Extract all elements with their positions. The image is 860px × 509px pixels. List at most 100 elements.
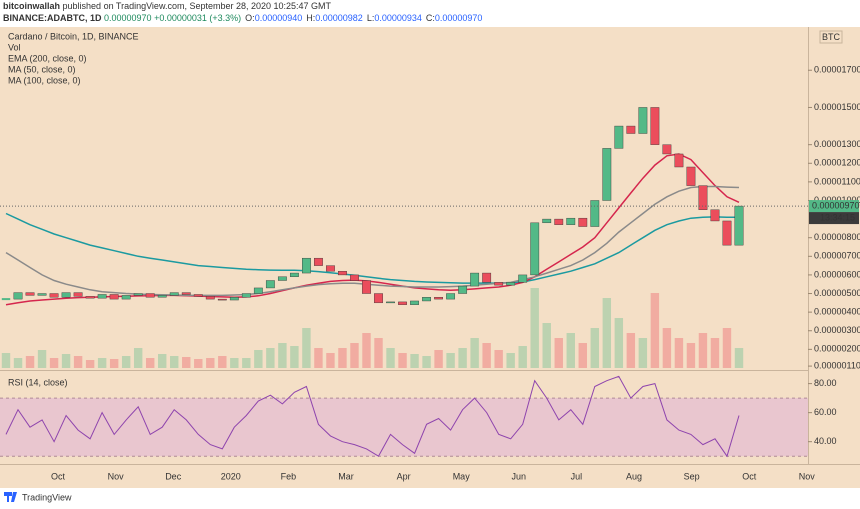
ma-line [5, 212, 739, 284]
volume-bar [674, 338, 684, 368]
y-tick-label: 0.00000300 [814, 325, 860, 335]
candle [662, 144, 672, 155]
volume-bar [73, 356, 83, 368]
y-tick-label: 0.00000500 [814, 288, 860, 298]
candle [338, 270, 347, 276]
volume-bar [302, 328, 311, 368]
x-tick-label: Oct [51, 471, 66, 481]
volume-bar [590, 328, 600, 368]
published: published on TradingView.com, September … [63, 1, 332, 11]
candle [85, 296, 95, 299]
x-tick-label: Oct [742, 471, 757, 481]
volume-bar [97, 358, 107, 368]
ohlc-label: O: [245, 13, 255, 23]
y-tick-label: 0.00000110 [814, 360, 860, 370]
candle [181, 292, 191, 295]
y-tick-label: 0.00000800 [814, 232, 860, 242]
volume-bar [554, 338, 563, 368]
volume-bar [266, 348, 275, 368]
y-tick-label: 40.00 [814, 436, 837, 446]
candle [97, 294, 107, 299]
volume-bar [734, 348, 744, 368]
volume-bar [698, 333, 708, 368]
volume-bar [470, 338, 479, 368]
candle [674, 153, 684, 168]
legend-entry: MA (100, close, 0) [8, 75, 81, 85]
price-axis-bg [809, 27, 860, 464]
volume-bar [13, 358, 23, 368]
candle [217, 298, 227, 301]
y-tick-label: 80.00 [814, 378, 837, 388]
volume-bar [338, 348, 347, 368]
x-tick-label: Jul [571, 471, 583, 481]
volume-bar [350, 343, 359, 368]
brand-name: TradingView [22, 492, 72, 502]
unit-box [819, 30, 843, 44]
candle [326, 265, 335, 272]
candle [302, 257, 311, 274]
candle [494, 282, 504, 286]
y-tick-label: 0.00001100 [814, 176, 860, 186]
price-tag [809, 200, 859, 213]
rsi-line [5, 375, 740, 458]
ohlc-value: 0.00000934 [374, 13, 422, 23]
volume-bar [158, 354, 167, 368]
ohlc-value: 0.00000970 [435, 13, 483, 23]
candle [590, 200, 600, 227]
symbol: BINANCE:ADABTC, 1D [3, 13, 102, 23]
x-tick-label: Aug [626, 471, 642, 481]
x-tick-label: Mar [338, 471, 354, 481]
ohlc-value: 0.00000982 [315, 13, 363, 23]
candle [614, 125, 624, 149]
candle [698, 185, 708, 210]
candle [410, 300, 419, 305]
volume-bar [650, 293, 660, 368]
y-tick-label: 0.00000400 [814, 307, 860, 317]
legend-entry: EMA (200, close, 0) [8, 53, 87, 63]
volume-bar [133, 348, 143, 368]
volume-bar [638, 338, 648, 368]
candle [362, 280, 371, 294]
ohlc-label: C: [426, 13, 435, 23]
candle [37, 293, 47, 296]
candle [734, 205, 744, 246]
candle [638, 107, 648, 134]
volume-bar [1, 353, 11, 368]
candle [13, 292, 23, 300]
chart-title: Cardano / Bitcoin, 1D, BINANCE [8, 31, 139, 41]
volume-bar [61, 354, 71, 368]
change: +0.00000031 (+3.3%) [154, 13, 241, 23]
countdown-label: 13:34:15 [820, 212, 855, 222]
volume-bar [686, 343, 696, 368]
rsi-band [0, 398, 808, 457]
volume-bar [530, 288, 539, 368]
candle [49, 293, 59, 298]
volume-bar [446, 353, 455, 368]
x-tick-label: Apr [397, 471, 411, 481]
ohlc-value: 0.00000940 [255, 13, 303, 23]
plot: 0.00000110 0.00000200 0.00000300 0.00000400… [0, 65, 860, 481]
candle [398, 301, 407, 305]
volume-bar [254, 350, 263, 368]
volume-bar [290, 346, 299, 368]
y-tick-label: 0.00001200 [814, 158, 860, 168]
candle [61, 292, 71, 298]
volume-bar [25, 356, 35, 368]
legend-volume: Vol [8, 42, 21, 52]
volume-bar [85, 360, 95, 368]
x-tick-label: May [453, 471, 471, 481]
candle [434, 297, 443, 300]
brand-icon [4, 492, 17, 502]
volume-bar [170, 356, 179, 368]
volume-bar [578, 343, 587, 368]
volume-bar [398, 353, 407, 368]
volume-bar [206, 358, 215, 368]
candle [241, 293, 251, 298]
volume-bar [506, 353, 515, 368]
y-tick-label: 0.00001000 [814, 195, 860, 205]
volume-bar [614, 318, 624, 368]
volume-bar [434, 350, 443, 368]
volume-bar [194, 359, 203, 368]
time-axis-bg [0, 465, 860, 488]
candle [145, 293, 155, 298]
